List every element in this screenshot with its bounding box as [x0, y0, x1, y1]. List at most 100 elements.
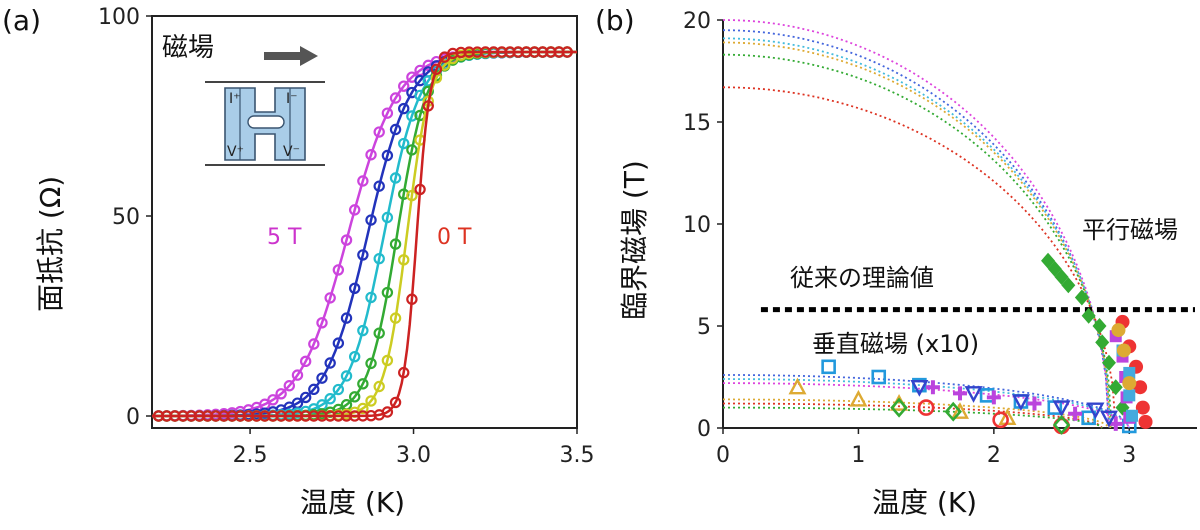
b-data-point [944, 401, 962, 422]
b-data-point [1052, 414, 1071, 435]
a-data-point [398, 80, 410, 92]
a-data-point [324, 357, 336, 369]
a-data-point [389, 396, 402, 409]
b-fit-perpendicular [723, 402, 1103, 429]
a-xtick-label: 2.5 [233, 443, 268, 468]
label-parallel-field: 平行磁場 [1082, 216, 1178, 244]
a-series-line [152, 50, 577, 418]
b-data-point [1123, 389, 1136, 402]
a-data-point [373, 327, 385, 339]
a-data-point [340, 370, 353, 382]
panel-a-xlabel: 温度 (K) [300, 486, 405, 519]
b-fit-parallel [723, 53, 1113, 429]
a-data-point [406, 144, 418, 156]
b-data-point [1122, 376, 1137, 391]
a-series-line [152, 50, 577, 418]
a-data-point [348, 350, 361, 363]
a-data-point [373, 126, 385, 138]
b-data-point [964, 386, 983, 403]
a-data-point [365, 291, 377, 304]
b-fit-parallel [722, 41, 1112, 429]
field-direction-label: 磁場 [162, 33, 214, 63]
b-fit-parallel [723, 19, 1110, 429]
a-data-point [406, 189, 418, 202]
panel-b-xlabel: 温度 (K) [872, 486, 977, 519]
b-xtick-label: 0 [716, 443, 730, 468]
label-perpendicular-field: 垂直磁場 (x10) [812, 330, 979, 358]
panel-a-label: (a) [2, 4, 41, 37]
a-data-point [324, 393, 336, 405]
b-data-point [1095, 334, 1110, 351]
b-data-point [821, 359, 836, 375]
a-series-line [152, 50, 577, 418]
b-data-point [1068, 406, 1083, 421]
a-ytick-label: 100 [98, 5, 140, 30]
a-series-line [152, 50, 577, 418]
a-data-point [332, 264, 345, 276]
a-data-point [381, 354, 394, 367]
b-data-point [1052, 400, 1071, 418]
b-data-point [1011, 394, 1030, 412]
panel-b-ylabel: 臨界磁場 (T) [618, 160, 651, 320]
b-data-point [1108, 416, 1123, 431]
a-data-point [373, 180, 385, 192]
a-data-point [299, 355, 312, 368]
a-data-point [357, 175, 369, 187]
b-ytick-label: 10 [683, 213, 711, 238]
b-xtick-label: 2 [987, 443, 1001, 468]
a-data-point [267, 394, 279, 406]
a-data-point [357, 378, 369, 390]
a-data-point [406, 293, 418, 305]
b-data-point [1125, 409, 1138, 422]
panel-a-ylabel: 面抵抗 (Ω) [34, 176, 67, 312]
a-ytick-label: 0 [126, 405, 140, 430]
b-data-point [1027, 396, 1042, 411]
b-data-point [917, 399, 935, 416]
a-ytick-label: 50 [112, 205, 140, 230]
b-data-point [1133, 380, 1148, 395]
a-series-line [152, 50, 577, 418]
a-data-point [389, 312, 402, 324]
b-data-point [992, 411, 1009, 429]
a-data-point [381, 149, 394, 162]
label-conventional-limit: 従来の理論値 [790, 264, 934, 292]
b-data-point [849, 389, 868, 407]
b-data-point [1061, 277, 1076, 294]
b-data-point [890, 397, 908, 418]
b-data-point [1099, 410, 1118, 428]
a-data-point [316, 317, 328, 329]
b-fit-parallel [723, 37, 1112, 429]
a-data-point [332, 383, 345, 396]
b-fit-parallel [723, 29, 1110, 429]
a-data-point [389, 172, 402, 184]
a-data-point [357, 402, 369, 415]
a-data-point [414, 183, 426, 196]
b-data-point [1111, 323, 1126, 338]
b-ytick-label: 15 [683, 111, 711, 136]
a-data-point [365, 357, 377, 370]
b-data-point [1081, 410, 1096, 426]
b-fit-perpendicular [723, 406, 1103, 429]
a-data-point [357, 324, 369, 337]
a-data-point [389, 92, 402, 104]
a-data-point [373, 380, 385, 393]
b-ytick-label: 20 [683, 9, 711, 34]
a-data-point [348, 204, 361, 216]
inset-v-minus: V⁻ [283, 144, 300, 160]
panel-a: 2.5 3.0 3.5 0 50 100 I⁺ I⁻ V⁺ V⁻ 磁場 5 T 0 T 温… [34, 5, 595, 519]
a-data-point [332, 337, 345, 349]
a-data-point [561, 46, 573, 58]
b-data-point [1123, 366, 1136, 379]
a-data-point [373, 252, 385, 265]
a-data-point [365, 149, 377, 161]
a-data-point [308, 383, 320, 396]
a-data-point [398, 254, 410, 266]
inset-i-minus: I⁻ [286, 91, 298, 107]
b-xtick-label: 3 [1122, 443, 1136, 468]
b-data-point [871, 369, 887, 385]
a-data-point [389, 123, 402, 136]
b-data-point [1108, 379, 1123, 396]
a-data-point [430, 63, 443, 75]
b-ytick-label: 5 [697, 315, 711, 340]
